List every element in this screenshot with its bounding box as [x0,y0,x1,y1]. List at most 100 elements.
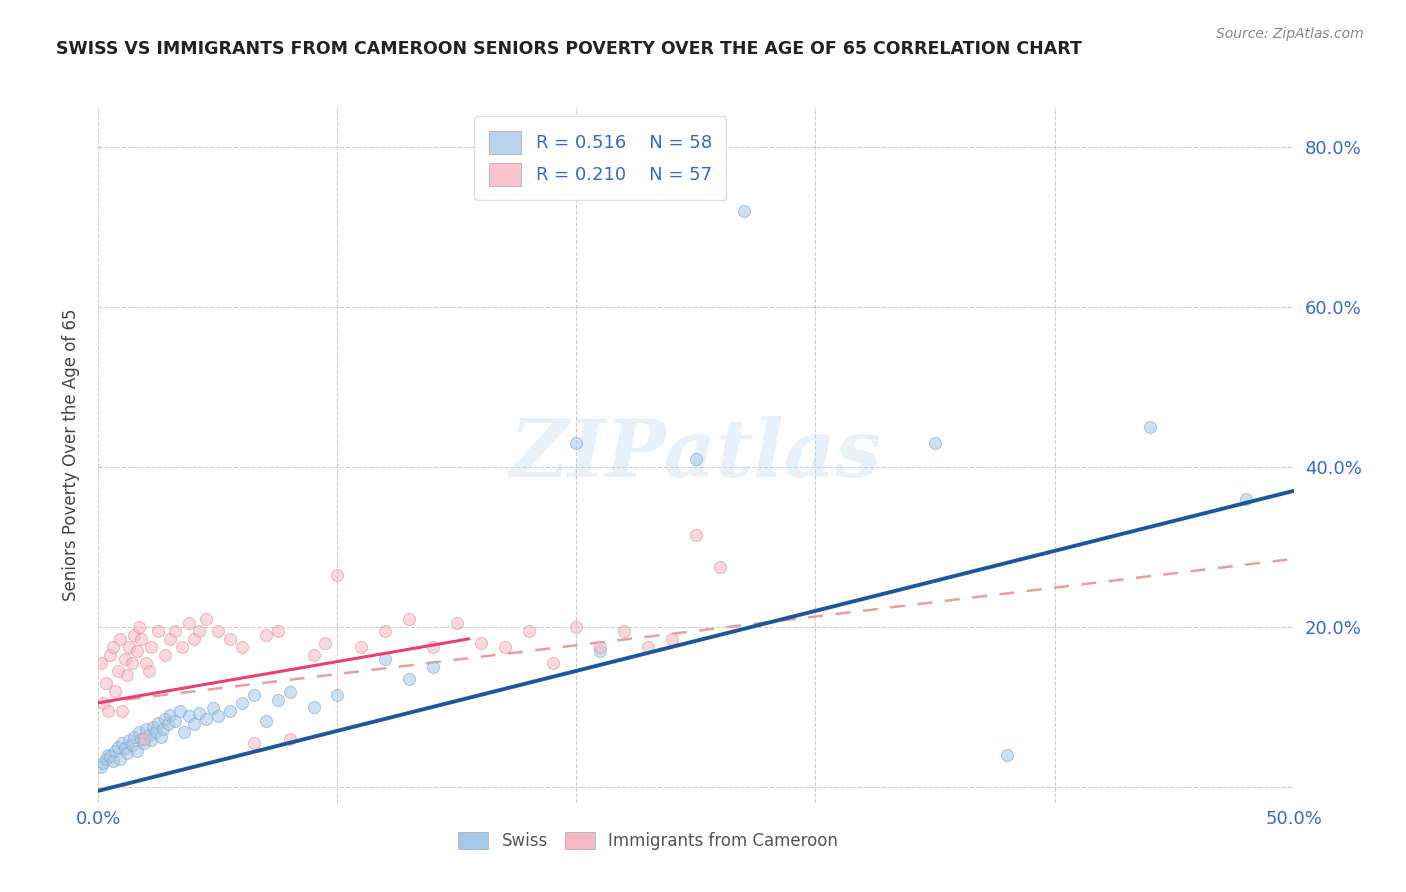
Point [159,632,181,646]
Point [254,628,277,642]
Point [125,644,148,658]
Point [118,640,141,654]
Point [114,652,136,666]
Point [138,664,160,678]
Point [374,624,396,638]
Point [98,749,122,764]
Point [219,704,242,718]
Point [422,660,444,674]
Point [108,632,131,646]
Point [172,640,194,654]
Point [613,624,636,638]
Point [98,648,122,662]
Point [156,717,179,731]
Point [132,736,155,750]
Point [685,451,707,466]
Point [278,685,301,699]
Point [267,693,290,707]
Point [661,632,683,646]
Point [104,683,127,698]
Point [148,715,170,730]
Point [145,725,167,739]
Point [111,704,134,718]
Point [494,640,516,654]
Point [207,709,229,723]
Point [101,640,124,654]
Point [183,632,205,646]
Point [995,747,1018,762]
Point [470,636,492,650]
Point [90,656,112,670]
Point [422,640,444,654]
Point [121,656,143,670]
Point [121,738,143,752]
Point [138,728,160,742]
Point [94,676,117,690]
Point [1139,420,1161,434]
Point [315,636,337,650]
Point [187,706,209,721]
Point [149,730,172,744]
Legend: Swiss, Immigrants from Cameroon: Swiss, Immigrants from Cameroon [451,826,845,857]
Point [350,640,373,654]
Point [107,739,129,754]
Point [142,720,165,734]
Point [278,731,301,746]
Point [148,624,170,638]
Text: Source: ZipAtlas.com: Source: ZipAtlas.com [1216,27,1364,41]
Point [155,712,177,726]
Point [589,640,612,654]
Point [139,640,162,654]
Point [733,204,755,219]
Point [91,696,114,710]
Point [231,640,253,654]
Point [163,624,186,638]
Point [924,436,946,450]
Point [398,612,420,626]
Point [179,615,201,630]
Point [132,731,155,746]
Point [187,624,209,638]
Point [207,624,229,638]
Point [107,664,129,678]
Point [219,632,242,646]
Point [128,620,150,634]
Point [565,436,588,450]
Point [195,612,218,626]
Point [446,615,468,630]
Point [183,717,205,731]
Point [163,714,186,729]
Point [104,744,127,758]
Point [302,699,325,714]
Point [159,707,181,722]
Point [195,712,218,726]
Point [131,632,153,646]
Point [131,731,153,746]
Y-axis label: Seniors Poverty Over the Age of 65: Seniors Poverty Over the Age of 65 [62,309,80,601]
Point [254,714,277,729]
Point [637,640,659,654]
Point [114,741,136,756]
Text: ZIPatlas: ZIPatlas [510,417,882,493]
Point [202,701,225,715]
Point [91,756,114,770]
Point [1234,491,1257,506]
Point [179,709,201,723]
Point [97,747,120,762]
Point [231,696,253,710]
Point [243,736,266,750]
Point [135,723,157,737]
Point [589,644,612,658]
Point [565,620,588,634]
Point [685,528,707,542]
Point [124,628,146,642]
Point [135,656,157,670]
Point [94,752,117,766]
Text: SWISS VS IMMIGRANTS FROM CAMEROON SENIORS POVERTY OVER THE AGE OF 65 CORRELATION: SWISS VS IMMIGRANTS FROM CAMEROON SENIOR… [56,40,1083,58]
Point [152,723,174,737]
Point [97,704,120,718]
Point [101,754,124,768]
Point [709,560,731,574]
Point [326,688,349,702]
Point [124,730,146,744]
